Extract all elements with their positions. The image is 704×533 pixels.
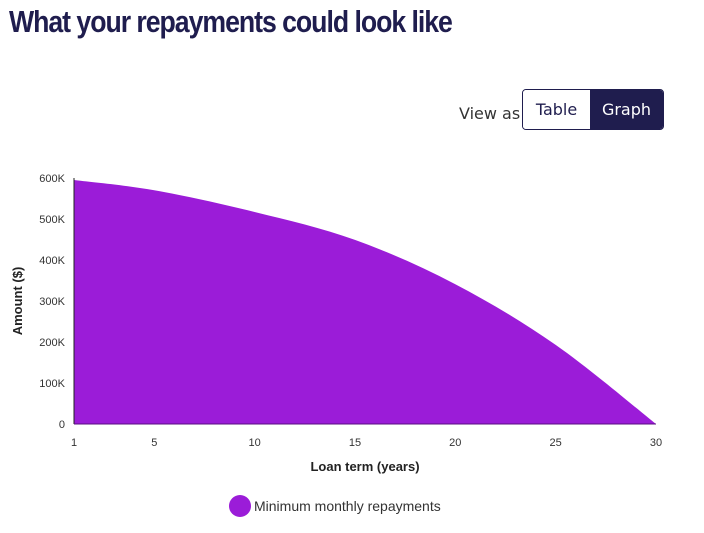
y-axis-ticks: 0 100K 200K 300K 400K 500K 600K xyxy=(39,173,65,431)
x-tick-label: 25 xyxy=(550,437,562,449)
table-view-button[interactable]: Table xyxy=(523,90,590,129)
chart-legend: Minimum monthly repayments xyxy=(229,495,441,517)
y-tick-label: 100K xyxy=(39,378,65,390)
y-tick-label: 0 xyxy=(59,419,65,431)
x-tick-label: 10 xyxy=(248,437,260,449)
view-toggle: Table Graph xyxy=(522,89,664,130)
legend-label[interactable]: Minimum monthly repayments xyxy=(254,498,441,514)
area-series-minimum-monthly-repayments xyxy=(74,180,656,424)
page-title: What your repayments could look like xyxy=(9,4,453,39)
x-tick-label: 5 xyxy=(151,437,157,449)
x-tick-label: 15 xyxy=(349,437,361,449)
x-axis-ticks: 1 5 10 15 20 25 30 xyxy=(71,437,662,449)
y-tick-label: 200K xyxy=(39,337,65,349)
graph-view-button[interactable]: Graph xyxy=(590,90,663,129)
x-tick-label: 1 xyxy=(71,437,77,449)
y-tick-label: 600K xyxy=(39,173,65,185)
x-tick-label: 30 xyxy=(650,437,662,449)
x-tick-label: 20 xyxy=(449,437,461,449)
view-as-label: View as xyxy=(459,104,521,123)
y-tick-label: 300K xyxy=(39,296,65,308)
y-axis-title: Amount ($) xyxy=(10,267,25,336)
x-axis-title: Loan term (years) xyxy=(310,459,419,474)
y-tick-label: 400K xyxy=(39,255,65,267)
legend-marker-icon[interactable] xyxy=(229,495,251,517)
y-tick-label: 500K xyxy=(39,214,65,226)
